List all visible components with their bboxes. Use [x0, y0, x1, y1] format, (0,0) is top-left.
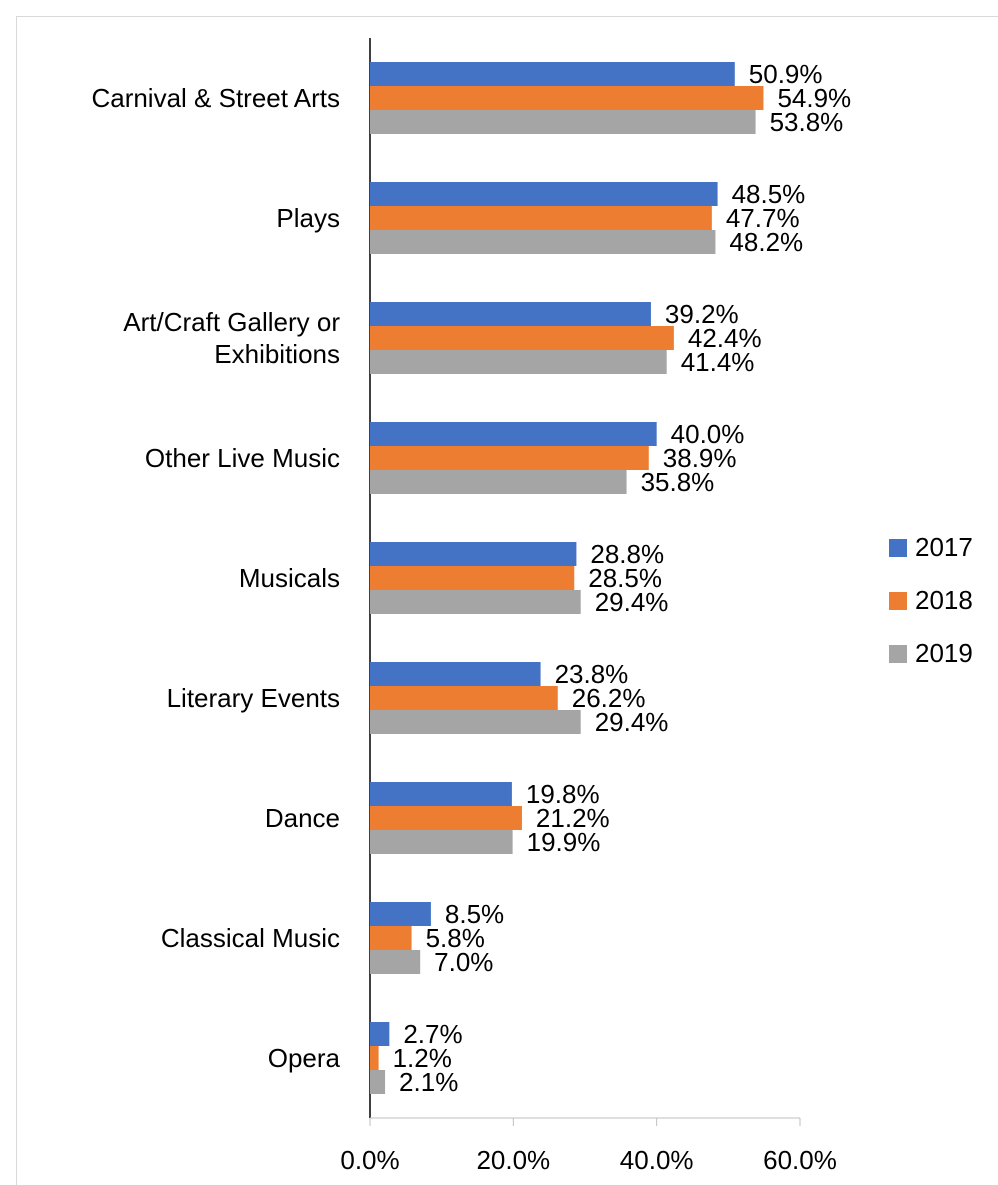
bar [370, 446, 649, 470]
legend-label: 2018 [915, 585, 973, 615]
data-label: 47.7% [726, 203, 800, 233]
bar [370, 902, 431, 926]
bar [370, 1022, 390, 1046]
data-label: 29.4% [595, 587, 669, 617]
bar [370, 686, 558, 710]
bar [370, 782, 512, 806]
bar [370, 230, 716, 254]
category-label: Carnival & Street Arts [91, 83, 340, 113]
bar [370, 926, 412, 950]
data-label: 28.5% [588, 563, 662, 593]
bar [370, 1070, 386, 1094]
data-label: 21.2% [536, 803, 610, 833]
bar [370, 710, 581, 734]
data-label: 19.9% [527, 827, 601, 857]
data-label: 38.9% [663, 443, 737, 473]
bar [370, 662, 541, 686]
data-label: 19.8% [526, 779, 600, 809]
legend-swatch [889, 539, 907, 557]
data-label: 23.8% [555, 659, 629, 689]
data-label: 28.8% [590, 539, 664, 569]
data-label: 2.7% [403, 1019, 462, 1049]
category-label: Classical Music [160, 923, 340, 953]
bar [370, 590, 581, 614]
bar [370, 566, 575, 590]
category-label: Literary Events [166, 683, 340, 713]
bar [370, 470, 627, 494]
bar [370, 950, 421, 974]
bar [370, 110, 756, 134]
bar [370, 542, 577, 566]
legend-swatch [889, 645, 907, 663]
legend-label: 2017 [915, 532, 973, 562]
data-label: 48.2% [729, 227, 803, 257]
bar [370, 302, 651, 326]
data-label: 48.5% [732, 179, 806, 209]
data-label: 2.1% [399, 1067, 458, 1097]
bar [370, 806, 522, 830]
data-label: 40.0% [671, 419, 745, 449]
bar [370, 422, 657, 446]
category-label: Opera [267, 1043, 340, 1073]
data-label: 5.8% [426, 923, 485, 953]
category-label: Art/Craft Gallery or Exhibitions [123, 307, 340, 369]
bar [370, 62, 735, 86]
data-label: 41.4% [681, 347, 755, 377]
data-label: 39.2% [665, 299, 739, 329]
data-label: 54.9% [777, 83, 851, 113]
data-label: 53.8% [770, 107, 844, 137]
x-tick-label: 60.0% [763, 1145, 837, 1175]
bar [370, 326, 674, 350]
data-label: 35.8% [641, 467, 715, 497]
category-label: Musicals [238, 563, 340, 593]
legend-label: 2019 [915, 638, 973, 668]
bar [370, 830, 513, 854]
category-label: Dance [264, 803, 340, 833]
data-label: 42.4% [688, 323, 762, 353]
bar [370, 1046, 379, 1070]
bar [370, 206, 712, 230]
data-label: 50.9% [749, 59, 823, 89]
data-label: 29.4% [595, 707, 669, 737]
chart-frame [16, 16, 998, 1185]
x-tick-label: 0.0% [340, 1145, 399, 1175]
x-tick-label: 20.0% [476, 1145, 550, 1175]
legend-swatch [889, 592, 907, 610]
bar [370, 182, 718, 206]
bar [370, 350, 667, 374]
x-tick-label: 40.0% [620, 1145, 694, 1175]
data-label: 8.5% [445, 899, 504, 929]
data-label: 1.2% [393, 1043, 452, 1073]
category-label: Other Live Music [144, 443, 340, 473]
data-label: 26.2% [572, 683, 646, 713]
data-label: 7.0% [434, 947, 493, 977]
category-label: Plays [276, 203, 340, 233]
bar [370, 86, 764, 110]
